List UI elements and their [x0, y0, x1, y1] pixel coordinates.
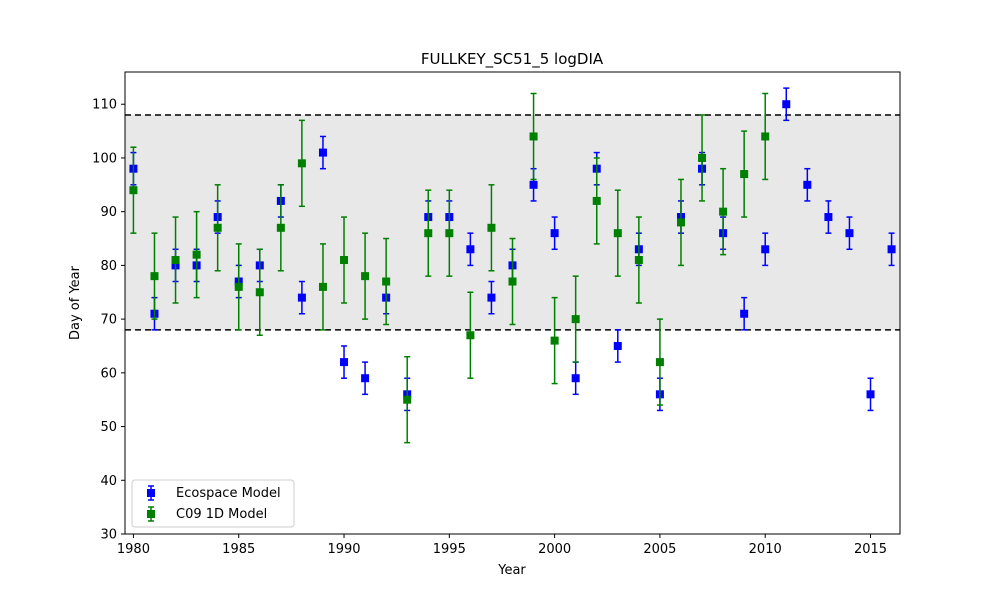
- data-point: [571, 315, 580, 324]
- data-point: [803, 180, 812, 189]
- data-point: [255, 288, 264, 297]
- x-axis-ticks: 1980 1985 1990 1995 2000 2005 2010 2015: [117, 534, 887, 557]
- y-tick-label: 60: [100, 366, 117, 381]
- data-point: [129, 186, 138, 195]
- y-tick-label: 70: [100, 313, 117, 328]
- data-point: [887, 245, 896, 254]
- data-point: [571, 374, 580, 383]
- legend-label-c09: C09 1D Model: [176, 507, 267, 522]
- data-point: [782, 100, 791, 109]
- data-point: [340, 358, 349, 367]
- data-point: [234, 282, 243, 291]
- data-point: [318, 148, 327, 157]
- data-point: [613, 229, 622, 238]
- y-tick-label: 30: [100, 528, 117, 543]
- data-point: [382, 277, 391, 286]
- data-point: [761, 132, 770, 141]
- data-point: [655, 358, 664, 367]
- data-point: [613, 341, 622, 350]
- data-point: [361, 272, 370, 281]
- y-tick-label: 100: [92, 151, 117, 166]
- data-point: [171, 256, 180, 265]
- x-tick-label: 2010: [749, 542, 782, 557]
- data-point: [340, 256, 349, 265]
- data-point: [445, 229, 454, 238]
- data-point: [698, 153, 707, 162]
- plot-frame: [124, 71, 901, 535]
- legend-marker: [147, 489, 155, 497]
- data-point: [361, 374, 370, 383]
- legend-marker: [147, 510, 155, 518]
- legend-box: [131, 479, 295, 528]
- x-tick-label: 1990: [327, 542, 360, 557]
- data-point: [550, 336, 559, 345]
- data-point: [719, 207, 728, 216]
- data-point: [192, 250, 201, 259]
- series-1: [129, 92, 770, 444]
- data-point: [318, 282, 327, 291]
- legend-items: [147, 485, 155, 522]
- data-point: [150, 272, 159, 281]
- data-point: [866, 390, 875, 399]
- data-point: [213, 223, 222, 232]
- y-tick-label: 90: [100, 205, 117, 220]
- data-point: [297, 293, 306, 302]
- x-tick-label: 2005: [643, 542, 676, 557]
- y-tick-label: 40: [100, 474, 117, 489]
- data-point: [845, 229, 854, 238]
- x-tick-label: 1980: [117, 542, 150, 557]
- data-point: [634, 256, 643, 265]
- data-point: [740, 170, 749, 179]
- y-tick-label: 110: [92, 98, 117, 113]
- data-point: [529, 132, 538, 141]
- data-point: [676, 218, 685, 227]
- data-point: [592, 196, 601, 205]
- x-tick-label: 1985: [222, 542, 255, 557]
- data-point: [487, 223, 496, 232]
- data-point: [466, 245, 475, 254]
- data-point: [529, 180, 538, 189]
- chart-title: FULLKEY_SC51_5 logDIA: [421, 50, 604, 69]
- data-point: [403, 395, 412, 404]
- x-axis-label: Year: [497, 563, 526, 578]
- legend-label-ecospace: Ecospace Model: [176, 486, 281, 501]
- y-axis-ticks: 30 40 50 60 70 80 90 100 110: [92, 98, 125, 543]
- data-point: [276, 223, 285, 232]
- data-point: [424, 229, 433, 238]
- data-point: [297, 159, 306, 168]
- data-point: [824, 213, 833, 222]
- y-tick-label: 50: [100, 420, 117, 435]
- y-tick-label: 80: [100, 259, 117, 274]
- x-tick-label: 2015: [854, 542, 887, 557]
- data-point: [761, 245, 770, 254]
- data-point: [508, 277, 517, 286]
- data-point: [466, 331, 475, 340]
- x-tick-label: 1995: [433, 542, 466, 557]
- legend: Ecospace Model C09 1D Model: [131, 479, 295, 528]
- data-point: [740, 309, 749, 318]
- series-layer: [129, 87, 896, 444]
- x-tick-label: 2000: [538, 542, 571, 557]
- data-point: [550, 229, 559, 238]
- y-axis-label: Day of Year: [68, 265, 83, 340]
- data-point: [487, 293, 496, 302]
